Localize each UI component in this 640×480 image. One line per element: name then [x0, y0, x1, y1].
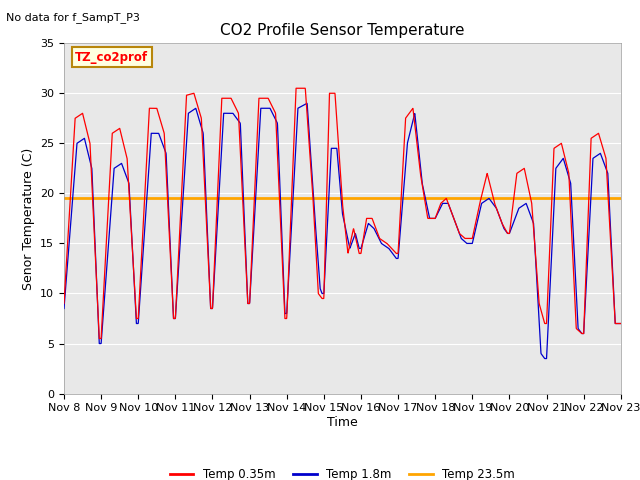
Text: No data for f_SampT_P3: No data for f_SampT_P3 — [6, 12, 140, 23]
Title: CO2 Profile Sensor Temperature: CO2 Profile Sensor Temperature — [220, 23, 465, 38]
Text: TZ_co2prof: TZ_co2prof — [75, 51, 148, 64]
X-axis label: Time: Time — [327, 416, 358, 429]
Legend: Temp 0.35m, Temp 1.8m, Temp 23.5m: Temp 0.35m, Temp 1.8m, Temp 23.5m — [165, 463, 520, 480]
Y-axis label: Senor Temperature (C): Senor Temperature (C) — [22, 147, 35, 289]
